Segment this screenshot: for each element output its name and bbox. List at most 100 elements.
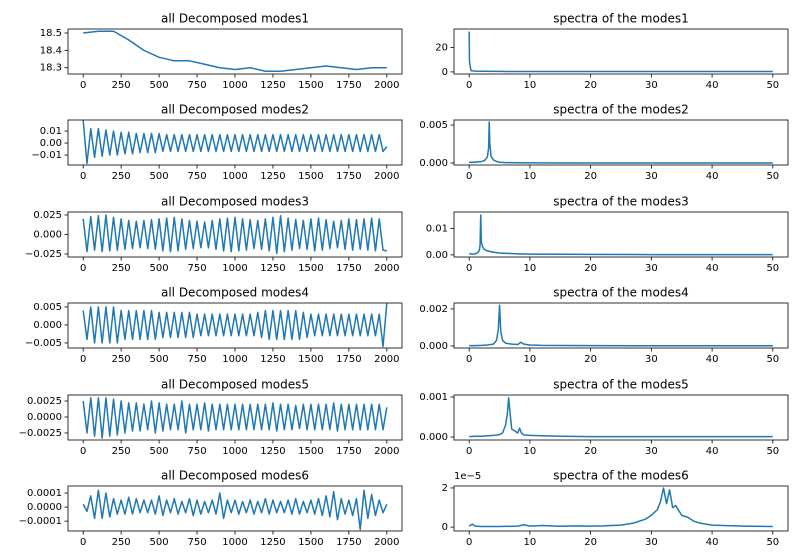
x-tick-label: 500 (150, 446, 169, 457)
x-tick-label: 20 (584, 80, 597, 91)
data-line (83, 30, 387, 72)
x-tick-label: 1000 (222, 354, 247, 365)
x-tick-label: 250 (112, 537, 131, 548)
x-tick-label: 1000 (222, 80, 247, 91)
y-tick-label: 18.5 (40, 28, 62, 39)
x-tick-label: 0 (466, 263, 472, 274)
x-tick-label: 50 (766, 171, 779, 182)
y-tick-label: 18.3 (40, 63, 62, 74)
x-tick-label: 750 (187, 171, 206, 182)
x-tick-label: 40 (706, 263, 719, 274)
x-tick-label: 1500 (298, 263, 323, 274)
data-line (469, 304, 773, 347)
chart-title: spectra of the modes2 (553, 103, 688, 117)
axes-frame (453, 28, 789, 75)
axes-frame (453, 119, 789, 166)
x-tick-label: 2000 (374, 80, 399, 91)
chart-title: spectra of the modes1 (553, 12, 688, 26)
y-tick-label: 0.01 (40, 126, 62, 137)
x-tick-label: 40 (706, 354, 719, 365)
y-tick-label: 0.000 (33, 230, 62, 241)
chart-title: all Decomposed modes4 (161, 286, 309, 300)
x-tick-label: 1250 (260, 263, 285, 274)
chart-title: spectra of the modes5 (553, 378, 688, 392)
x-tick-label: 30 (645, 263, 658, 274)
x-tick-label: 750 (187, 263, 206, 274)
x-tick-label: 500 (150, 171, 169, 182)
x-tick-label: 1500 (298, 537, 323, 548)
x-tick-label: 1500 (298, 171, 323, 182)
x-tick-label: 1750 (336, 537, 361, 548)
x-tick-label: 10 (524, 354, 537, 365)
x-tick-label: 20 (584, 354, 597, 365)
data-line (469, 397, 773, 438)
x-tick-label: 0 (80, 446, 86, 457)
x-tick-label: 10 (524, 263, 537, 274)
y-tick-label: 0.002 (419, 304, 448, 315)
x-tick-label: 0 (466, 537, 472, 548)
x-tick-label: 500 (150, 537, 169, 548)
y-tick-label: 0.00 (426, 250, 448, 261)
x-tick-label: 250 (112, 171, 131, 182)
axes-frame (453, 211, 789, 258)
axes-frame (453, 485, 789, 532)
x-tick-label: 10 (524, 80, 537, 91)
data-line (468, 487, 773, 528)
x-tick-label: 1500 (298, 80, 323, 91)
y-tick-label: 20 (435, 42, 448, 53)
axes-frame (67, 119, 403, 166)
chart-title: spectra of the modes6 (553, 469, 688, 483)
chart-title: all Decomposed modes1 (161, 12, 309, 26)
x-tick-label: 40 (706, 537, 719, 548)
x-tick-label: 1000 (222, 537, 247, 548)
x-tick-label: 0 (466, 446, 472, 457)
axes-frame (67, 211, 403, 258)
y-tick-label: 0.005 (33, 302, 62, 313)
x-tick-label: 1750 (336, 446, 361, 457)
x-tick-label: 1000 (222, 263, 247, 274)
data-line (468, 31, 773, 73)
y-tick-label: 2 (442, 483, 448, 494)
x-tick-label: 1500 (298, 446, 323, 457)
x-tick-label: 0 (80, 80, 86, 91)
y-tick-label: 0.0025 (27, 396, 62, 407)
x-tick-label: 0 (80, 171, 86, 182)
x-tick-label: 10 (524, 446, 537, 457)
x-tick-label: 1750 (336, 80, 361, 91)
y-tick-label: 0 (442, 67, 448, 78)
x-tick-label: 0 (80, 537, 86, 548)
y-tick-label: 0.025 (33, 210, 62, 221)
x-tick-label: 250 (112, 446, 131, 457)
chart-title: all Decomposed modes6 (161, 469, 309, 483)
data-line (82, 397, 388, 439)
x-tick-label: 1750 (336, 263, 361, 274)
x-tick-label: 30 (645, 171, 658, 182)
y-tick-label: 0.00 (40, 138, 62, 149)
x-tick-label: 10 (524, 171, 537, 182)
x-tick-label: 40 (706, 80, 719, 91)
y-tick-label: 0 (442, 522, 448, 533)
y-tick-label: −0.0001 (19, 516, 62, 527)
x-tick-label: 30 (645, 537, 658, 548)
y-tick-label: 0.005 (419, 120, 448, 131)
x-tick-label: 50 (766, 537, 779, 548)
x-tick-label: 250 (112, 263, 131, 274)
x-tick-label: 250 (112, 354, 131, 365)
y-tick-label: 18.4 (40, 45, 62, 56)
y-tick-label: 0.0000 (27, 412, 62, 423)
axes-frame (67, 302, 403, 349)
x-tick-label: 20 (584, 537, 597, 548)
x-tick-label: 30 (645, 446, 658, 457)
axes-frame (453, 394, 789, 441)
x-tick-label: 2000 (374, 354, 399, 365)
x-tick-label: 50 (766, 446, 779, 457)
x-tick-label: 1750 (336, 171, 361, 182)
axes-frame (453, 302, 789, 349)
y-tick-label: 0.000 (419, 432, 448, 443)
x-tick-label: 750 (187, 80, 206, 91)
x-tick-label: 500 (150, 263, 169, 274)
y-tick-label: 0.0000 (27, 502, 62, 513)
y-tick-label: 0.000 (33, 320, 62, 331)
